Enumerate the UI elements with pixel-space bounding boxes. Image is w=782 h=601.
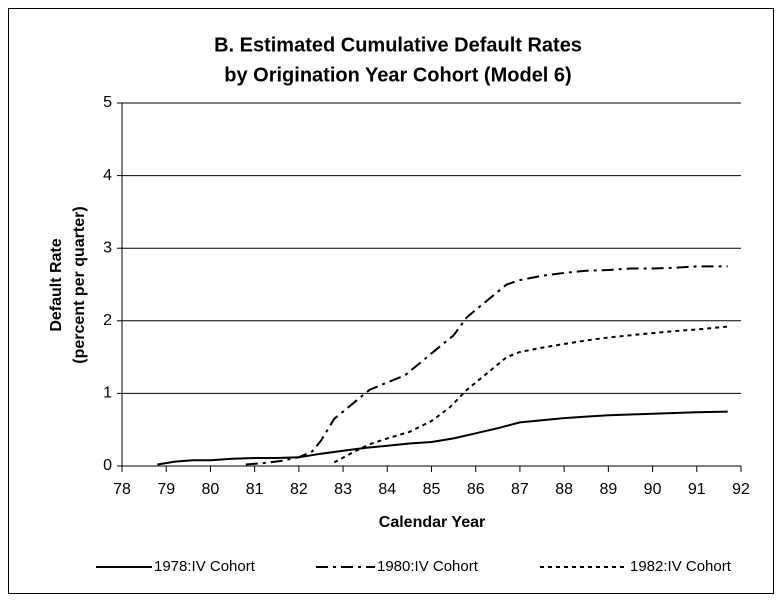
x-tick-label: 84 [378,481,396,498]
y-tick-label: 2 [103,312,112,329]
x-tick-label: 80 [202,481,220,498]
y-tick-label: 3 [103,239,112,256]
y-tick-label: 5 [103,94,112,111]
series-line [245,265,728,466]
chart-title: by Origination Year Cohort (Model 6) [224,64,571,86]
chart-title: B. Estimated Cumulative Default Rates [214,34,582,56]
legend-label: 1982:IV Cohort [630,558,732,575]
x-tick-label: 92 [732,481,750,498]
y-axis-title: Default Rate [48,238,65,331]
series-line [157,410,728,466]
x-tick-label: 81 [246,481,264,498]
x-tick-label: 90 [644,481,662,498]
y-tick-label: 0 [103,457,112,474]
chart-frame [8,8,774,594]
x-tick-label: 83 [334,481,352,498]
x-tick-label: 89 [599,481,617,498]
x-tick-label: 86 [467,481,485,498]
x-tick-label: 78 [113,481,131,498]
legend-label: 1980:IV Cohort [377,558,479,575]
x-tick-label: 82 [290,481,308,498]
series-line [333,325,728,464]
x-axis-title: Calendar Year [379,514,485,531]
legend-label: 1978:IV Cohort [154,558,256,575]
x-tick-label: 79 [157,481,175,498]
x-tick-label: 91 [688,481,706,498]
y-tick-label: 4 [103,167,112,184]
y-tick-label: 1 [103,385,112,402]
x-tick-label: 87 [511,481,529,498]
y-axis-title: (percent per quarter) [71,206,88,363]
x-tick-label: 85 [423,481,441,498]
x-tick-label: 88 [555,481,573,498]
